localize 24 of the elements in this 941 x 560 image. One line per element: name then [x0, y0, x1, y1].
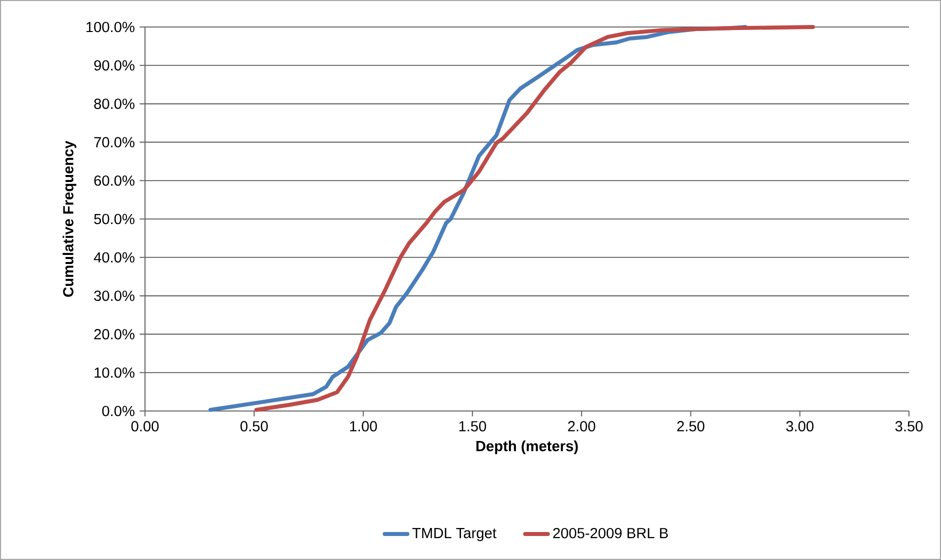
- x-tick-label: 2.00: [568, 421, 596, 432]
- x-tick-label: 1.00: [350, 421, 377, 432]
- y-tick-label: 0.0%: [102, 406, 134, 416]
- x-tick-label: 1.50: [459, 421, 486, 432]
- y-tick-label: 60.0%: [94, 175, 134, 186]
- y-tick-label: 70.0%: [94, 137, 134, 148]
- y-tick-label: 90.0%: [94, 60, 134, 71]
- y-tick-label: 30.0%: [94, 290, 134, 301]
- y-tick-label: 40.0%: [94, 252, 134, 263]
- y-tick-label: 80.0%: [94, 98, 134, 109]
- legend-label: 2005-2009 BRL B: [553, 528, 668, 538]
- x-axis-title: Depth (meters): [476, 440, 578, 454]
- y-tick-label: 20.0%: [94, 329, 134, 340]
- y-tick-label: 10.0%: [94, 367, 134, 378]
- y-tick-label: 50.0%: [94, 214, 134, 224]
- x-tick-label: 0.00: [131, 421, 159, 432]
- x-tick-label: 3.50: [895, 421, 923, 432]
- x-tick-label: 0.50: [240, 421, 268, 432]
- x-tick-label: 3.00: [786, 421, 814, 432]
- legend-label: TMDL Target: [412, 528, 496, 542]
- x-tick-label: 2.50: [677, 421, 704, 432]
- y-axis-title: Cumulative Frequency: [62, 140, 76, 297]
- y-tick-label: 100.0%: [86, 22, 134, 32]
- line-series: [254, 25, 815, 412]
